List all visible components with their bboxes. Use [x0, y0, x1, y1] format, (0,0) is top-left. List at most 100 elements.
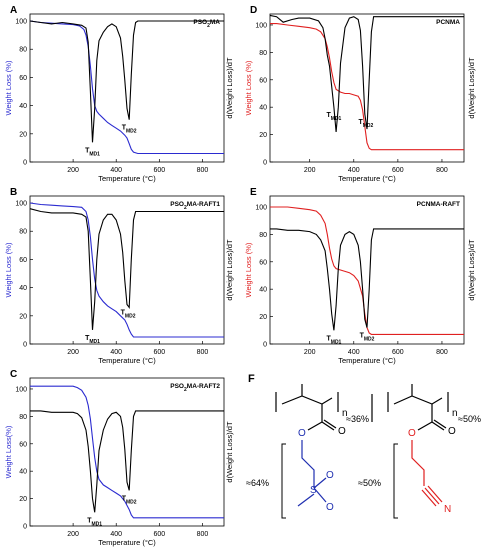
title-tail: MA [210, 19, 220, 26]
panel-f-letter: F [248, 373, 255, 385]
y-tick-label: 40 [19, 469, 27, 476]
annotation-t: T [327, 335, 332, 342]
annotation: TMD2 [121, 310, 136, 320]
y-axis-label-right: d(Weight Loss)/dT [467, 57, 476, 119]
panel-letter: D [250, 5, 257, 16]
y-axis-label-left: Weight Loss (%) [244, 242, 253, 297]
chart-panel-c: 200 400 600 800 0 20 40 60 80 100 C PSO2MA-RAFT2 Tem… [4, 369, 234, 547]
y-tick-label: 40 [259, 287, 267, 294]
annotation-t: T [360, 333, 365, 340]
y-axis-label-left: Weight Loss (%) [4, 242, 13, 297]
x-tick-label: 600 [392, 167, 404, 174]
title-tail: MA-RAFT2 [187, 383, 221, 390]
panel-title: PSO2MA-RAFT1 [170, 201, 220, 211]
annotation-sub: MD1 [89, 151, 100, 157]
y-tick-label: 80 [19, 229, 27, 236]
y-tick-label: 60 [19, 75, 27, 82]
annotation: TMD2 [122, 125, 137, 135]
y-tick-label: 0 [23, 160, 27, 167]
y-axis-label-left: Weight Loss(%) [4, 425, 13, 478]
weight-loss-line [270, 23, 464, 151]
plot-frame [29, 195, 225, 345]
title-main: PCNMA [436, 19, 460, 26]
annotation-t: T [87, 517, 92, 524]
left-carbonyl-o: O [338, 426, 346, 437]
y-axis-label-right: d(Weight Loss)/dT [225, 239, 234, 301]
x-tick-label: 400 [110, 349, 122, 356]
left-ester-o: O [298, 428, 306, 439]
x-axis-label: Temperature (°C) [338, 356, 396, 365]
annotation-t: T [358, 119, 363, 126]
y-tick-label: 80 [19, 47, 27, 54]
x-tick-label: 600 [153, 167, 165, 174]
x-tick-label: 600 [153, 531, 165, 538]
y-tick-label: 60 [19, 257, 27, 264]
left-backbone-fraction: ≈36% [346, 414, 369, 424]
x-tick-label: 400 [348, 349, 360, 356]
annotation: TMD1 [327, 335, 342, 345]
title-main: PSO [170, 201, 184, 208]
plot-frame [269, 13, 465, 163]
weight-loss-line [270, 206, 464, 335]
x-tick-label: 600 [153, 349, 165, 356]
x-axis-label: Temperature (°C) [338, 174, 396, 183]
x-tick-label: 200 [304, 167, 316, 174]
annotation-sub: MD1 [89, 339, 100, 345]
annotation: TMD1 [85, 147, 100, 157]
left-side-bracket [281, 443, 286, 519]
y-tick-label: 80 [259, 232, 267, 239]
right-subscript-n: n [452, 408, 458, 419]
chart-panel-d: 200 400 600 800 0 20 40 60 80 100 D PCNMA Temperatur… [244, 5, 476, 183]
y-axis-label-right: d(Weight Loss)/dT [225, 421, 234, 483]
left-sulfur: S [310, 485, 317, 496]
panel-letter: A [10, 5, 17, 16]
y-tick-label: 100 [15, 386, 27, 393]
y-tick-label: 60 [259, 77, 267, 84]
annotation-t: T [121, 310, 126, 317]
x-axis-label: Temperature (°C) [98, 174, 156, 183]
derivative-line [270, 228, 464, 331]
panel-letter: C [10, 369, 17, 380]
y-tick-label: 100 [15, 201, 27, 208]
annotation-sub: MD2 [363, 123, 374, 129]
left-sulfonyl-o1: O [326, 470, 334, 481]
left-side-chain [297, 440, 327, 507]
panel-letter: B [10, 187, 17, 198]
y-tick-label: 80 [259, 50, 267, 57]
annotation: TMD1 [87, 517, 102, 527]
y-tick-label: 0 [263, 342, 267, 349]
x-tick-label: 200 [67, 167, 79, 174]
annotation: TMD1 [85, 335, 100, 345]
y-tick-label: 0 [23, 342, 27, 349]
annotation: TMD2 [122, 495, 137, 505]
x-axis-label: Temperature (°C) [98, 538, 156, 547]
right-ester-o: O [408, 428, 416, 439]
x-tick-label: 400 [110, 167, 122, 174]
x-axis-label: Temperature (°C) [98, 356, 156, 365]
left-subscript-n: n [342, 408, 348, 419]
y-tick-label: 100 [255, 204, 267, 211]
x-tick-label: 800 [197, 167, 209, 174]
plot-frame [29, 377, 225, 527]
annotation-t: T [327, 112, 332, 119]
x-tick-label: 400 [110, 531, 122, 538]
plot-frame [269, 195, 465, 345]
annotation-t: T [85, 147, 90, 154]
annotation-sub: MD1 [331, 116, 342, 122]
annotation-sub: MD2 [364, 337, 375, 343]
derivative-line [30, 410, 224, 513]
right-side-chain [411, 440, 443, 507]
chart-panel-b: 200 400 600 800 0 20 40 60 80 100 B PSO2MA-RAFT1 Tem… [4, 187, 234, 365]
title-sub: 2 [184, 387, 187, 393]
y-tick-label: 100 [255, 22, 267, 29]
right-backbone-fraction: ≈50% [458, 414, 481, 424]
weight-loss-line [30, 385, 224, 519]
y-axis-label-left: Weight Loss (%) [4, 60, 13, 115]
y-tick-label: 20 [19, 131, 27, 138]
right-nitrile-n: N [444, 504, 451, 515]
y-axis-label-right: d(Weight Loss)/dT [225, 57, 234, 119]
derivative-line [29, 20, 224, 143]
panel-title: PSO2MA [193, 19, 220, 29]
x-tick-label: 800 [197, 349, 209, 356]
